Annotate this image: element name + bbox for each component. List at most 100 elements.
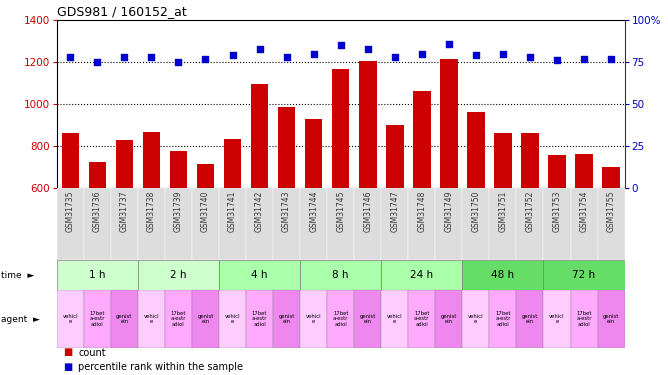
Bar [521, 134, 538, 314]
Point [470, 52, 481, 58]
Bar [138, 260, 219, 290]
Bar [332, 69, 349, 314]
Text: 17bet
a-estr
adiol: 17bet a-estr adiol [576, 311, 592, 327]
Bar [462, 290, 490, 348]
Bar [165, 290, 192, 348]
Bar [494, 134, 512, 314]
Text: genist
ein: genist ein [359, 314, 376, 324]
Bar [462, 188, 490, 260]
Text: ■: ■ [63, 348, 73, 357]
Bar [57, 260, 138, 290]
Point [92, 59, 103, 65]
Point [389, 54, 400, 60]
Bar [219, 188, 246, 260]
Bar [381, 188, 408, 260]
Bar [116, 140, 133, 314]
Text: GSM31738: GSM31738 [147, 190, 156, 231]
Text: vehicl
e: vehicl e [224, 314, 240, 324]
Bar [516, 188, 544, 260]
Text: vehicl
e: vehicl e [468, 314, 484, 324]
Text: genist
ein: genist ein [441, 314, 457, 324]
Bar [544, 290, 570, 348]
Bar [440, 59, 458, 314]
Text: 17bet
a-estr
adiol: 17bet a-estr adiol [333, 311, 349, 327]
Bar [327, 290, 354, 348]
Text: genist
ein: genist ein [522, 314, 538, 324]
Point [335, 42, 346, 48]
Text: 48 h: 48 h [492, 270, 514, 280]
Text: genist
ein: genist ein [116, 314, 132, 324]
Text: GSM31741: GSM31741 [228, 190, 237, 231]
Text: vehicl
e: vehicl e [549, 314, 565, 324]
Point [255, 45, 265, 51]
Text: GSM31747: GSM31747 [390, 190, 399, 232]
Bar [273, 188, 300, 260]
Text: GSM31755: GSM31755 [607, 190, 615, 232]
Bar [544, 188, 570, 260]
Bar [111, 188, 138, 260]
Point [173, 59, 184, 65]
Text: 24 h: 24 h [410, 270, 434, 280]
Text: GSM31746: GSM31746 [363, 190, 372, 232]
Bar [467, 112, 485, 314]
Text: GSM31740: GSM31740 [201, 190, 210, 232]
Point [119, 54, 130, 60]
Bar [544, 260, 625, 290]
Text: 17bet
a-estr
adiol: 17bet a-estr adiol [171, 311, 186, 327]
Bar [84, 188, 111, 260]
Point [281, 54, 292, 60]
Text: vehicl
e: vehicl e [63, 314, 78, 324]
Text: GSM31752: GSM31752 [526, 190, 534, 231]
Bar [462, 260, 544, 290]
Bar [386, 125, 403, 314]
Bar [246, 290, 273, 348]
Bar [84, 290, 111, 348]
Bar [224, 139, 241, 314]
Bar [354, 188, 381, 260]
Bar [598, 188, 625, 260]
Text: 17bet
a-estr
adiol: 17bet a-estr adiol [495, 311, 510, 327]
Bar [408, 188, 436, 260]
Text: GSM31744: GSM31744 [309, 190, 318, 232]
Text: GSM31737: GSM31737 [120, 190, 129, 232]
Bar [219, 290, 246, 348]
Bar [516, 290, 544, 348]
Point [200, 56, 211, 62]
Bar [327, 188, 354, 260]
Text: time  ►: time ► [1, 270, 35, 279]
Bar [165, 188, 192, 260]
Text: GSM31753: GSM31753 [552, 190, 562, 232]
Point [578, 56, 589, 62]
Bar [598, 290, 625, 348]
Bar [490, 290, 516, 348]
Bar [250, 84, 269, 314]
Text: genist
ein: genist ein [197, 314, 214, 324]
Point [524, 54, 535, 60]
Text: count: count [78, 348, 106, 357]
Text: genist
ein: genist ein [279, 314, 295, 324]
Bar [575, 154, 593, 314]
Text: percentile rank within the sample: percentile rank within the sample [78, 362, 243, 372]
Text: GSM31751: GSM31751 [498, 190, 508, 231]
Point [65, 54, 75, 60]
Text: 72 h: 72 h [572, 270, 596, 280]
Bar [305, 119, 323, 314]
Bar [143, 132, 160, 314]
Bar [413, 92, 431, 314]
Bar [354, 290, 381, 348]
Text: 4 h: 4 h [251, 270, 268, 280]
Bar [219, 260, 300, 290]
Bar [436, 188, 462, 260]
Bar [138, 290, 165, 348]
Point [498, 51, 508, 57]
Text: 1 h: 1 h [89, 270, 106, 280]
Bar [138, 188, 165, 260]
Text: 8 h: 8 h [333, 270, 349, 280]
Text: GSM31735: GSM31735 [66, 190, 75, 232]
Bar [381, 260, 462, 290]
Text: vehicl
e: vehicl e [387, 314, 403, 324]
Bar [570, 188, 598, 260]
Text: 17bet
a-estr
adiol: 17bet a-estr adiol [414, 311, 430, 327]
Bar [300, 260, 381, 290]
Text: ■: ■ [63, 362, 73, 372]
